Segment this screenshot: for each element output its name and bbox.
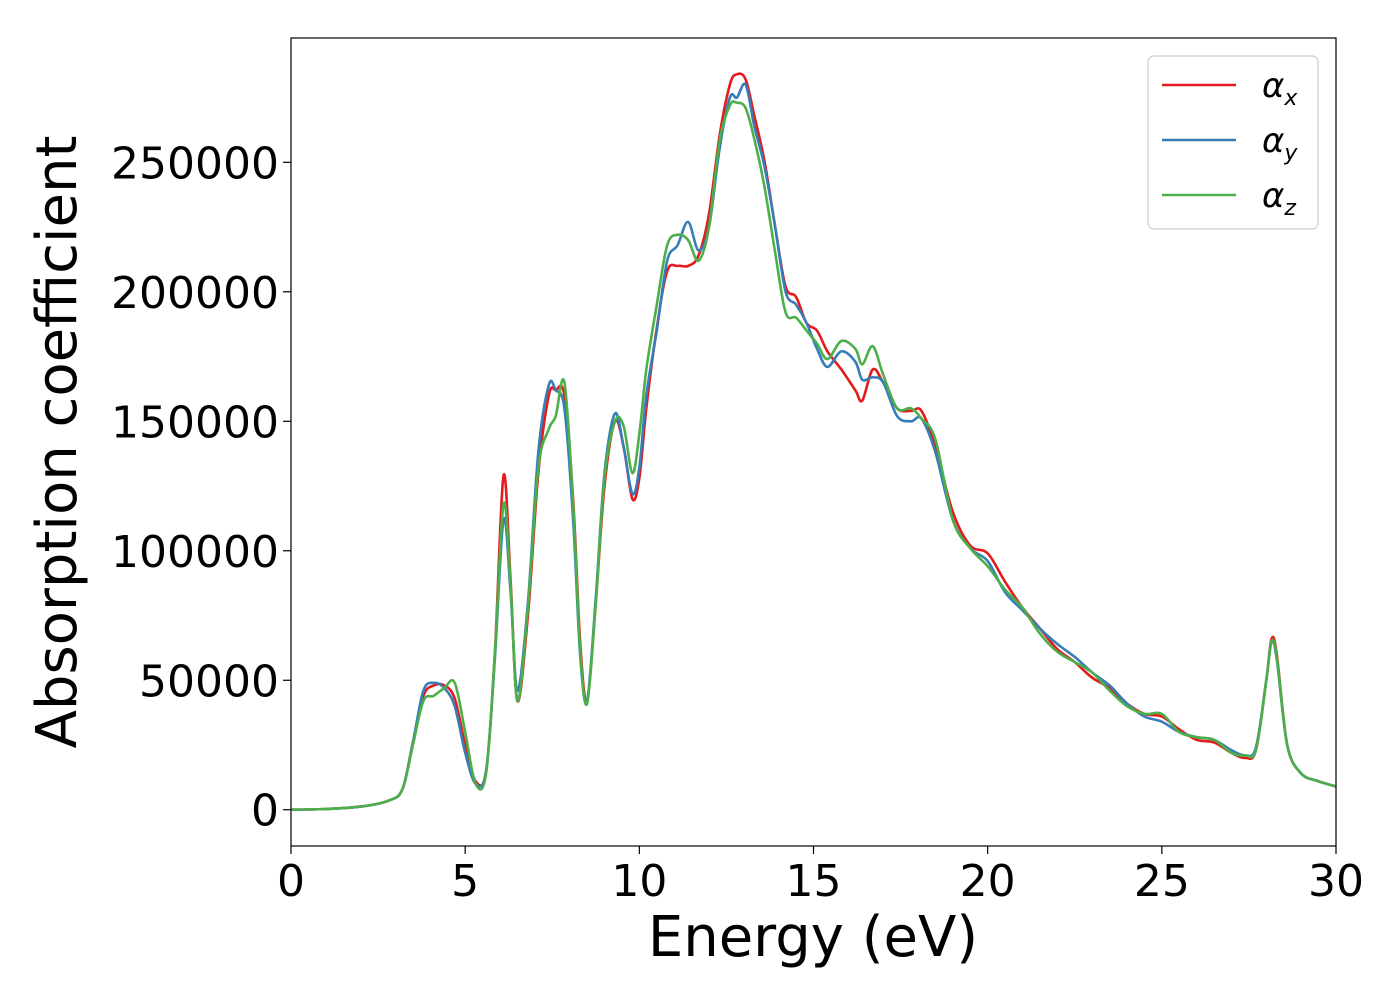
legend-box: [1147, 55, 1319, 230]
series-layer: [290, 72, 1337, 811]
x-tick-label: 25: [1134, 856, 1190, 907]
x-tick-label: 15: [786, 856, 842, 907]
x-tick-label: 5: [451, 856, 479, 907]
x-tick-label: 30: [1308, 856, 1364, 907]
y-tick-label: 100000: [111, 527, 279, 578]
y-tick-label: 250000: [111, 138, 279, 189]
x-tick-label: 0: [277, 856, 305, 907]
y-tick-label: 150000: [111, 397, 279, 448]
y-axis-title: Absorption coefficient: [25, 136, 90, 749]
y-tick-label: 200000: [111, 268, 279, 319]
y-tick-label: 50000: [139, 656, 279, 707]
x-tick-label: 20: [960, 856, 1016, 907]
x-tick-label: 10: [611, 856, 667, 907]
x-axis: 0 5 10 15 20 25 30: [277, 846, 1364, 907]
y-tick-label: 0: [251, 786, 279, 837]
y-axis: 0 50000 100000 150000 200000 250000: [111, 138, 291, 837]
series-line-z: [290, 100, 1337, 811]
x-axis-title: Energy (eV): [648, 905, 978, 970]
